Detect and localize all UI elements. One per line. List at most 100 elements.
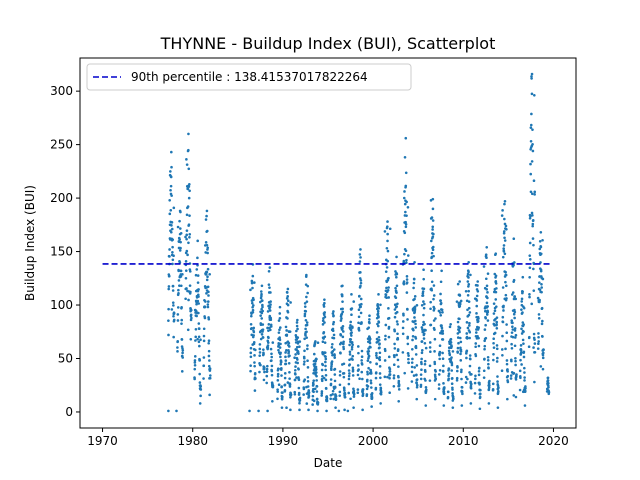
scatter-point [441, 332, 445, 335]
scatter-point [501, 353, 504, 357]
scatter-point [359, 248, 362, 251]
scatter-point [179, 246, 182, 250]
scatter-point [386, 259, 390, 263]
scatter-point [348, 358, 351, 362]
scatter-point [180, 318, 184, 322]
scatter-point [313, 362, 317, 366]
scatter-point [351, 354, 355, 358]
scatter-point [510, 359, 513, 363]
scatter-point [377, 321, 381, 324]
scatter-point [197, 311, 200, 315]
scatter-point [502, 304, 505, 308]
scatter-point [189, 308, 193, 312]
scatter-point [441, 329, 445, 333]
scatter-point [503, 199, 507, 203]
scatter-point [368, 314, 371, 318]
scatter-point [402, 280, 406, 283]
scatter-point [250, 326, 253, 330]
scatter-point [428, 341, 432, 344]
scatter-point [188, 270, 192, 273]
scatter-point [397, 379, 401, 383]
scatter-point [315, 379, 318, 382]
scatter-point [249, 355, 253, 359]
x-tick-label: 1980 [177, 434, 208, 448]
scatter-point [195, 268, 199, 271]
scatter-point [522, 323, 525, 326]
scatter-point [513, 310, 517, 314]
scatter-point [530, 192, 534, 196]
scatter-point [331, 389, 335, 393]
scatter-point [397, 388, 401, 391]
scatter-point [441, 370, 445, 373]
x-tick-label: 2000 [358, 434, 389, 448]
scatter-point [420, 326, 424, 329]
scatter-point [434, 377, 438, 381]
scatter-point [177, 292, 180, 295]
scatter-point [494, 252, 498, 255]
scatter-point [295, 376, 298, 379]
scatter-point [296, 336, 300, 339]
scatter-point [448, 325, 452, 329]
scatter-point [285, 348, 288, 352]
scatter-point [531, 128, 534, 131]
scatter-point [176, 306, 180, 309]
scatter-point [537, 332, 540, 335]
scatter-point [278, 336, 281, 339]
scatter-point [278, 338, 282, 342]
scatter-point [505, 227, 508, 231]
scatter-point [394, 303, 397, 306]
scatter-point [341, 307, 344, 311]
scatter-point [431, 225, 435, 229]
scatter-point [529, 126, 533, 129]
scatter-point [413, 307, 417, 311]
scatter-point [341, 310, 345, 314]
scatter-point [451, 388, 454, 391]
scatter-point [455, 369, 459, 373]
scatter-point [379, 376, 382, 380]
scatter-point [513, 336, 517, 339]
scatter-point [306, 284, 310, 288]
scatter-point [379, 303, 382, 307]
scatter-point [531, 222, 535, 226]
scatter-point [510, 346, 514, 350]
scatter-point [357, 308, 361, 311]
scatter-point [412, 286, 415, 290]
scatter-point [176, 339, 180, 343]
scatter-point [170, 150, 173, 154]
scatter-point [320, 390, 324, 393]
scatter-point [528, 216, 532, 220]
scatter-point [180, 345, 184, 348]
scatter-point [401, 320, 405, 323]
scatter-point [252, 334, 255, 337]
scatter-point [458, 294, 462, 297]
scatter-point [506, 380, 510, 384]
scatter-point [284, 355, 287, 359]
scatter-point [312, 352, 316, 356]
scatter-point [432, 232, 435, 236]
scatter-point [404, 223, 408, 226]
scatter-point [446, 390, 450, 394]
scatter-point [539, 365, 543, 368]
scatter-point [512, 278, 516, 282]
scatter-point [358, 260, 362, 263]
scatter-point [340, 294, 344, 298]
scatter-point [315, 357, 318, 361]
scatter-point [367, 349, 371, 353]
scatter-point [360, 370, 364, 374]
scatter-point [495, 322, 498, 326]
scatter-point [456, 282, 460, 286]
scatter-point [433, 337, 437, 341]
scatter-point [331, 329, 335, 333]
scatter-point [187, 196, 191, 200]
scatter-point [350, 345, 354, 349]
scatter-point [185, 249, 189, 253]
scatter-point [394, 286, 397, 290]
scatter-point [538, 300, 541, 304]
scatter-point [414, 337, 418, 340]
scatter-point [538, 240, 542, 243]
scatter-point [366, 370, 369, 374]
scatter-point [514, 378, 518, 381]
scatter-point [276, 375, 280, 378]
scatter-point [167, 285, 171, 288]
scatter-point [204, 241, 208, 244]
